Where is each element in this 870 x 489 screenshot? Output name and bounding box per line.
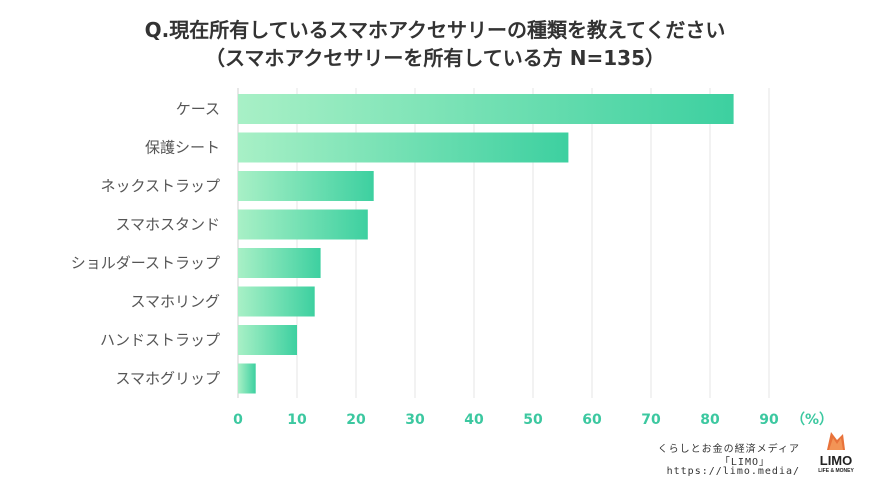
category-label: ケース [176, 100, 220, 118]
x-tick-label: 70 [641, 412, 661, 428]
x-tick-label: 60 [582, 412, 602, 428]
footer-media-name: くらしとお金の経済メディア [657, 444, 800, 455]
x-tick-label: 80 [700, 412, 720, 428]
logo-wordmark: LIMO [819, 453, 853, 468]
category-label: ネックストラップ [100, 177, 220, 195]
x-tick-label: 30 [405, 412, 425, 428]
footer-brand: 「LIMO」 [719, 457, 770, 468]
category-label: スマホグリップ [115, 370, 220, 388]
x-tick-label: 50 [523, 412, 543, 428]
chart-title-line2: （スマホアクセサリーを所有している方 N=135） [204, 46, 665, 70]
category-label: ハンドストラップ [100, 331, 220, 349]
bar [238, 248, 321, 278]
x-axis-unit-label: （%） [791, 412, 833, 428]
bar [238, 286, 315, 317]
category-label: スマホスタンド [115, 216, 220, 234]
bar [238, 363, 256, 394]
x-tick-label: 10 [287, 412, 307, 428]
category-label: ショルダーストラップ [71, 254, 220, 272]
category-label: 保護シート [145, 139, 220, 157]
logo-tagline: LIFE & MONEY [818, 468, 854, 474]
x-tick-label: 90 [759, 412, 779, 428]
x-tick-label: 0 [233, 412, 243, 428]
bar [238, 325, 297, 355]
x-tick-label: 20 [346, 412, 366, 428]
limo-fox-logo-icon [827, 432, 845, 450]
category-label: スマホリング [130, 293, 220, 311]
bar [238, 171, 374, 201]
bar [238, 132, 569, 163]
bar [238, 94, 734, 124]
footer-url[interactable]: https://limo.media/ [666, 466, 800, 477]
x-tick-label: 40 [464, 412, 484, 428]
bar [238, 209, 368, 240]
chart-title-line1: Q.現在所有しているスマホアクセサリーの種類を教えてください [144, 18, 726, 42]
